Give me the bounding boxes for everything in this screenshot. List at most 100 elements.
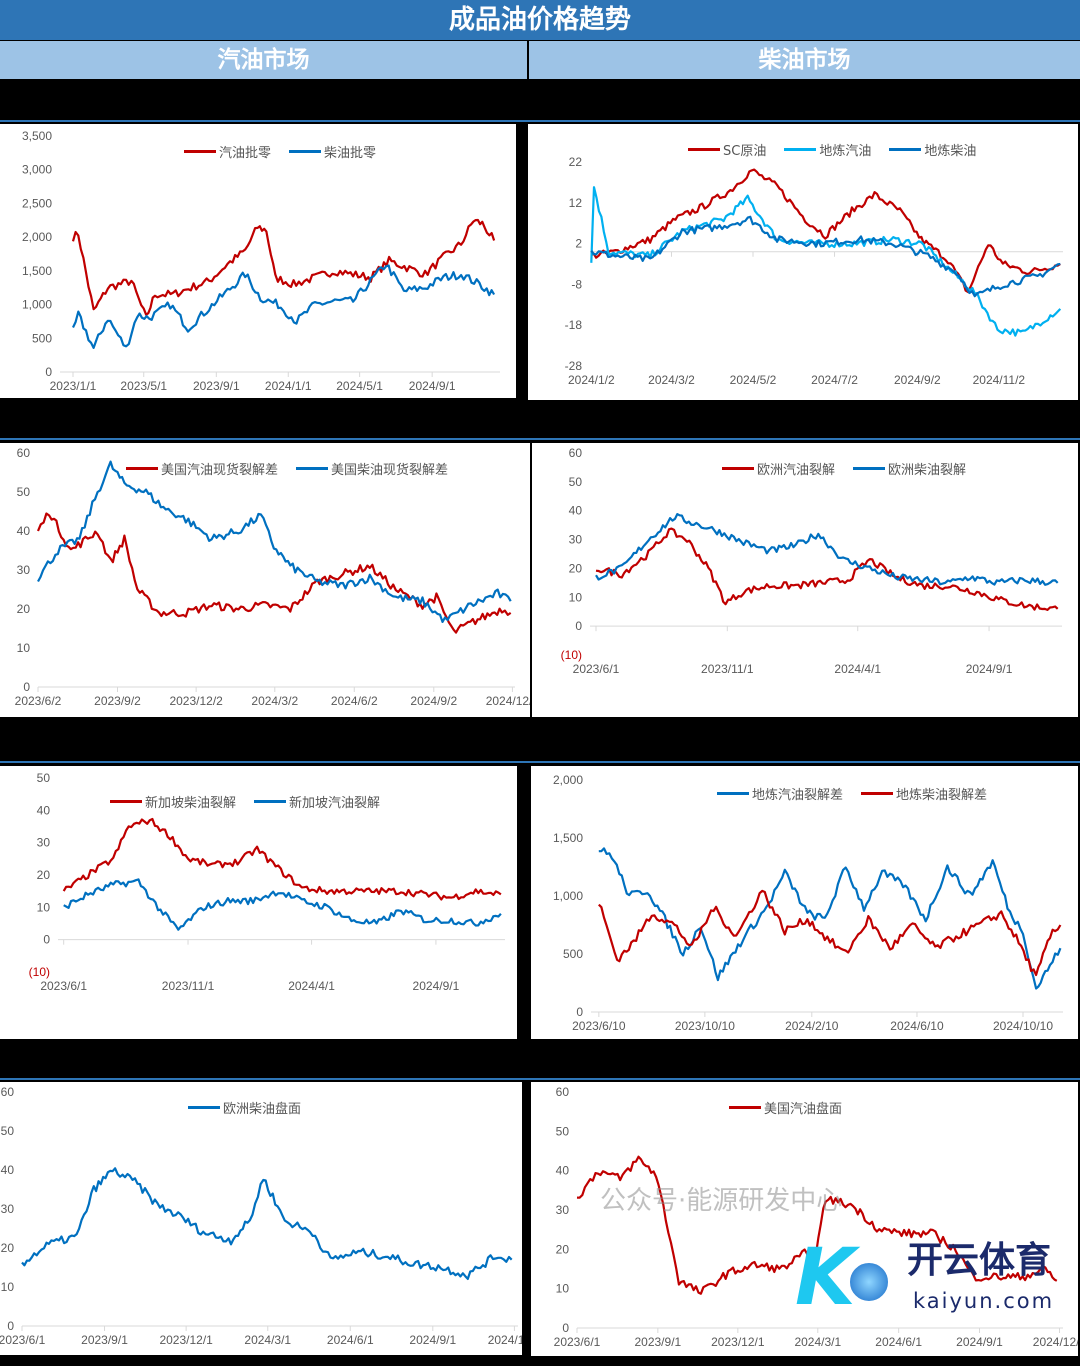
legend-item: 地炼汽油裂解差 xyxy=(717,784,843,803)
x-tick-label: 2024/5/1 xyxy=(336,379,383,393)
series-line-0 xyxy=(590,168,1061,294)
legend-label: 新加坡柴油裂解 xyxy=(145,796,237,811)
legend-item: 欧洲柴油裂解 xyxy=(853,459,966,478)
y-tick-label: 0 xyxy=(575,619,582,633)
x-tick-label: 2023/6/1 xyxy=(573,662,620,676)
y-tick-label: 60 xyxy=(17,446,31,460)
y-tick-label: 20 xyxy=(17,602,31,616)
legend-item: 美国柴油现货裂解差 xyxy=(296,459,448,478)
series-line-1 xyxy=(63,878,502,931)
x-tick-label: 2023/9/1 xyxy=(634,1335,681,1349)
x-tick-label: 2024/12/1 xyxy=(1033,1335,1078,1349)
y-tick-label: 20 xyxy=(569,561,583,575)
x-tick-label: 2024/9/1 xyxy=(413,979,460,993)
x-tick-label: 2024/9/1 xyxy=(966,662,1013,676)
y-tick-label: 30 xyxy=(37,836,51,850)
legend-swatch xyxy=(861,792,894,795)
legend-label: SC原油 xyxy=(723,144,767,159)
series-line-0 xyxy=(62,817,502,901)
chart-svg: 2023/6/1 2023/9/1 2023/12/1 2024/3/1 2024/6/… xyxy=(0,1085,522,1347)
legend-label: 美国汽油现货裂解差 xyxy=(161,463,279,478)
legend-swatch xyxy=(254,800,287,803)
legend: 汽油批零 柴油批零 xyxy=(184,142,376,161)
x-tick-label: 2024/12/1 xyxy=(488,1333,522,1347)
x-tick-label: 2024/4/1 xyxy=(288,979,335,993)
section-gasoline: 汽油市场 xyxy=(0,41,527,79)
series-line-0 xyxy=(71,218,496,316)
y-tick-label: 12 xyxy=(569,196,583,210)
legend-label: 地炼汽油 xyxy=(819,144,872,159)
y-tick-label: 50 xyxy=(569,475,583,489)
series-line-0 xyxy=(595,527,1059,611)
legend-swatch xyxy=(110,800,142,803)
y-tick-label: 1,500 xyxy=(22,264,52,278)
y-tick-label: 30 xyxy=(569,533,583,547)
brand-domain: kaiyun.com xyxy=(913,1289,1055,1313)
chart-local-refinery-crack: 2023/6/10 2023/10/10 2024/2/10 2024/6/10 202… xyxy=(531,766,1078,1039)
y-tick-label: 10 xyxy=(37,900,51,914)
chart-europe-crack-spread: 2023/6/1 2023/11/1 2024/4/1 2024/9/1 (10) 0 10… xyxy=(532,443,1078,717)
legend-swatch xyxy=(853,467,886,470)
legend-label: 柴油批零 xyxy=(324,146,377,161)
y-tick-label: 20 xyxy=(1,1241,15,1255)
y-tick-label: 0 xyxy=(562,1321,569,1335)
y-tick-label: 10 xyxy=(17,641,31,655)
x-tick-label: 2023/12/1 xyxy=(159,1333,213,1347)
legend: 欧洲汽油裂解 欧洲柴油裂解 xyxy=(722,459,966,478)
x-tick-label: 2024/9/1 xyxy=(409,1333,456,1347)
x-tick-label: 2024/11/2 xyxy=(973,373,1026,387)
y-tick-label: (10) xyxy=(29,965,50,979)
x-tick-label: 2023/11/1 xyxy=(162,979,215,993)
y-tick-label: 2,500 xyxy=(22,196,52,210)
legend-swatch xyxy=(296,467,329,470)
y-tick-label: 10 xyxy=(569,590,583,604)
football-icon xyxy=(847,1260,891,1304)
x-tick-label: 2023/6/1 xyxy=(0,1333,46,1347)
x-tick-label: 2024/9/1 xyxy=(956,1335,1003,1349)
legend-item: 新加坡汽油裂解 xyxy=(254,792,380,811)
legend-label: 美国柴油现货裂解差 xyxy=(331,463,449,478)
y-tick-label: 30 xyxy=(556,1203,570,1217)
series-line-1 xyxy=(590,186,1062,337)
y-tick-label: 0 xyxy=(576,1005,583,1019)
chart-svg: 2023/6/10 2023/10/10 2024/2/10 2024/6/10 202… xyxy=(553,773,1063,1033)
legend-item: 欧洲柴油盘面 xyxy=(188,1098,301,1117)
divider xyxy=(0,80,1080,122)
x-tick-label: 2023/6/1 xyxy=(40,979,87,993)
x-tick-label: 2024/3/1 xyxy=(244,1333,291,1347)
x-tick-label: 2024/6/1 xyxy=(327,1333,374,1347)
legend-swatch xyxy=(126,467,158,470)
y-tick-label: 10 xyxy=(1,1280,15,1294)
x-tick-label: 2024/6/1 xyxy=(875,1335,922,1349)
legend-swatch xyxy=(729,1106,761,1109)
chart-svg: 2023/6/1 2023/11/1 2024/4/1 2024/9/1 (10) 0 10… xyxy=(561,446,1062,676)
y-tick-label: 60 xyxy=(556,1085,570,1099)
legend-item: 欧洲汽油裂解 xyxy=(722,459,835,478)
y-tick-label: 0 xyxy=(23,680,30,694)
divider xyxy=(0,400,1080,440)
legend: 欧洲柴油盘面 xyxy=(188,1098,301,1117)
legend-item: 地炼柴油裂解差 xyxy=(861,784,987,803)
y-tick-label: 30 xyxy=(1,1202,15,1216)
chart-retail-wholesale-spread: 2023/1/1 2023/5/1 2023/9/1 2024/1/1 2024/5/1… xyxy=(0,124,516,398)
x-tick-label: 2024/6/2 xyxy=(331,694,378,708)
y-tick-label: 20 xyxy=(556,1242,570,1256)
x-tick-label: 2024/7/2 xyxy=(811,373,858,387)
y-tick-label: 50 xyxy=(556,1124,570,1138)
y-tick-label: 0 xyxy=(7,1319,14,1333)
chart-svg: 2023/6/2 2023/9/2 2023/12/2 2024/3/2 2024/6/… xyxy=(15,446,530,708)
chart-svg: 2023/6/1 2023/9/1 2023/12/1 2024/3/1 2024/6/… xyxy=(554,1085,1078,1349)
y-tick-label: 500 xyxy=(563,947,583,961)
x-tick-label: 2023/1/1 xyxy=(50,379,97,393)
y-tick-label: 40 xyxy=(556,1164,570,1178)
chart-svg: 2023/1/1 2023/5/1 2023/9/1 2024/1/1 2024/5/1… xyxy=(22,129,500,393)
y-tick-label: 3,000 xyxy=(22,163,52,177)
y-tick-label: 2 xyxy=(575,237,582,251)
chart-svg: 2024/1/2 2024/3/2 2024/5/2 2024/7/2 2024/9/2… xyxy=(565,155,1063,387)
series-line-0 xyxy=(36,512,512,634)
y-tick-label: 500 xyxy=(32,331,52,345)
y-tick-label: 40 xyxy=(569,504,583,518)
legend-label: 新加坡汽油裂解 xyxy=(289,796,381,811)
legend-item: 美国汽油盘面 xyxy=(729,1098,842,1117)
x-tick-label: 2023/12/1 xyxy=(711,1335,765,1349)
